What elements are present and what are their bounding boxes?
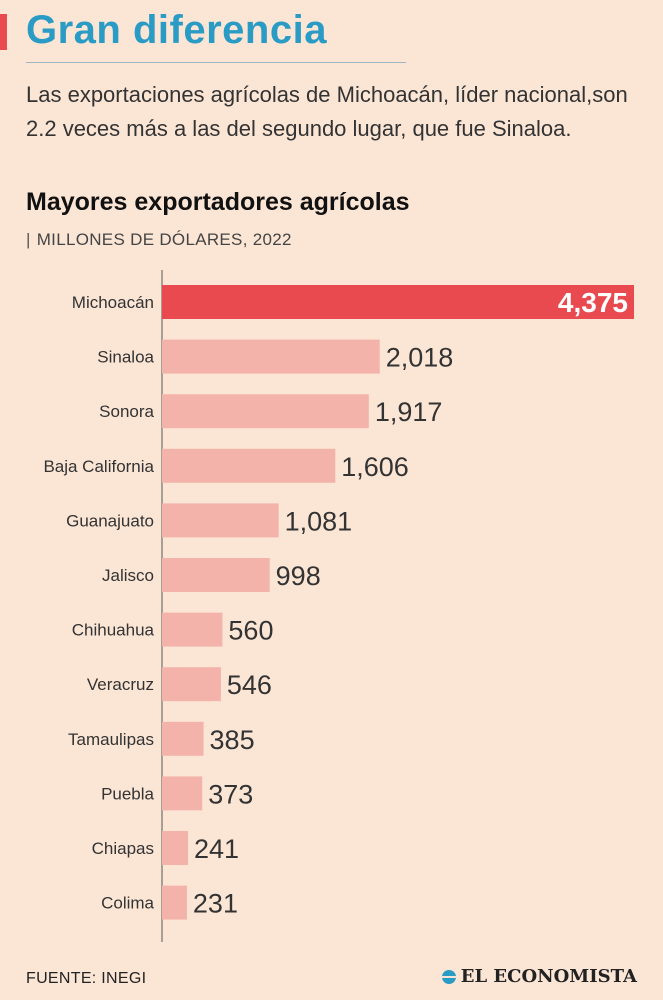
category-label: Sonora [99, 402, 154, 421]
bar [162, 776, 203, 811]
bar-highlight [162, 285, 634, 319]
category-label: Jalisco [102, 566, 154, 585]
value-label: 241 [194, 834, 239, 864]
value-label: 385 [210, 725, 255, 755]
category-label: Colima [101, 894, 154, 913]
bar [162, 448, 336, 483]
bar [162, 667, 221, 702]
bar [162, 721, 204, 756]
page-subtitle: Las exportaciones agrícolas de Michoacán… [26, 82, 628, 141]
value-label: 4,375 [558, 287, 628, 318]
category-label: Chihuahua [72, 621, 155, 640]
category-label: Veracruz [87, 675, 154, 694]
value-label: 1,081 [285, 506, 353, 536]
source-note: FUENTE: INEGI [26, 970, 147, 987]
bar [162, 831, 189, 865]
value-label: 231 [193, 889, 238, 919]
value-label: 2,018 [386, 343, 454, 373]
category-label: Chiapas [92, 839, 154, 858]
value-label: 1,917 [375, 397, 443, 427]
bar [162, 558, 270, 592]
bar [162, 612, 223, 647]
bar [162, 885, 187, 920]
category-label: Michoacán [72, 293, 154, 312]
brand-logo: EL ECONOMISTA [441, 966, 637, 987]
value-label: 546 [227, 670, 272, 700]
chart-unit-label: | MILLONES DE DÓLARES, 2022 [26, 230, 292, 250]
value-label: 373 [208, 779, 253, 809]
bar [162, 503, 279, 538]
value-label: 998 [276, 561, 321, 591]
category-label: Guanajuato [66, 511, 154, 530]
bar [162, 394, 369, 429]
chart-title: Mayores exportadores agrícolas [26, 188, 410, 216]
title-accent-bar [0, 14, 7, 50]
category-label: Baja California [43, 457, 154, 476]
brand-globe-icon [441, 969, 456, 984]
value-label: 560 [228, 616, 273, 646]
brand-name: EL ECONOMISTA [460, 966, 637, 987]
value-label: 1,606 [341, 452, 409, 482]
title-divider [26, 62, 406, 63]
bar [162, 339, 380, 374]
unit-divider-glyph: | [26, 230, 31, 249]
category-label: Tamaulipas [68, 730, 154, 749]
chart-unit-text: MILLONES DE DÓLARES, 2022 [36, 230, 292, 249]
category-label: Sinaloa [97, 348, 154, 367]
page-title: Gran diferencia [26, 8, 327, 52]
category-label: Puebla [101, 784, 154, 803]
